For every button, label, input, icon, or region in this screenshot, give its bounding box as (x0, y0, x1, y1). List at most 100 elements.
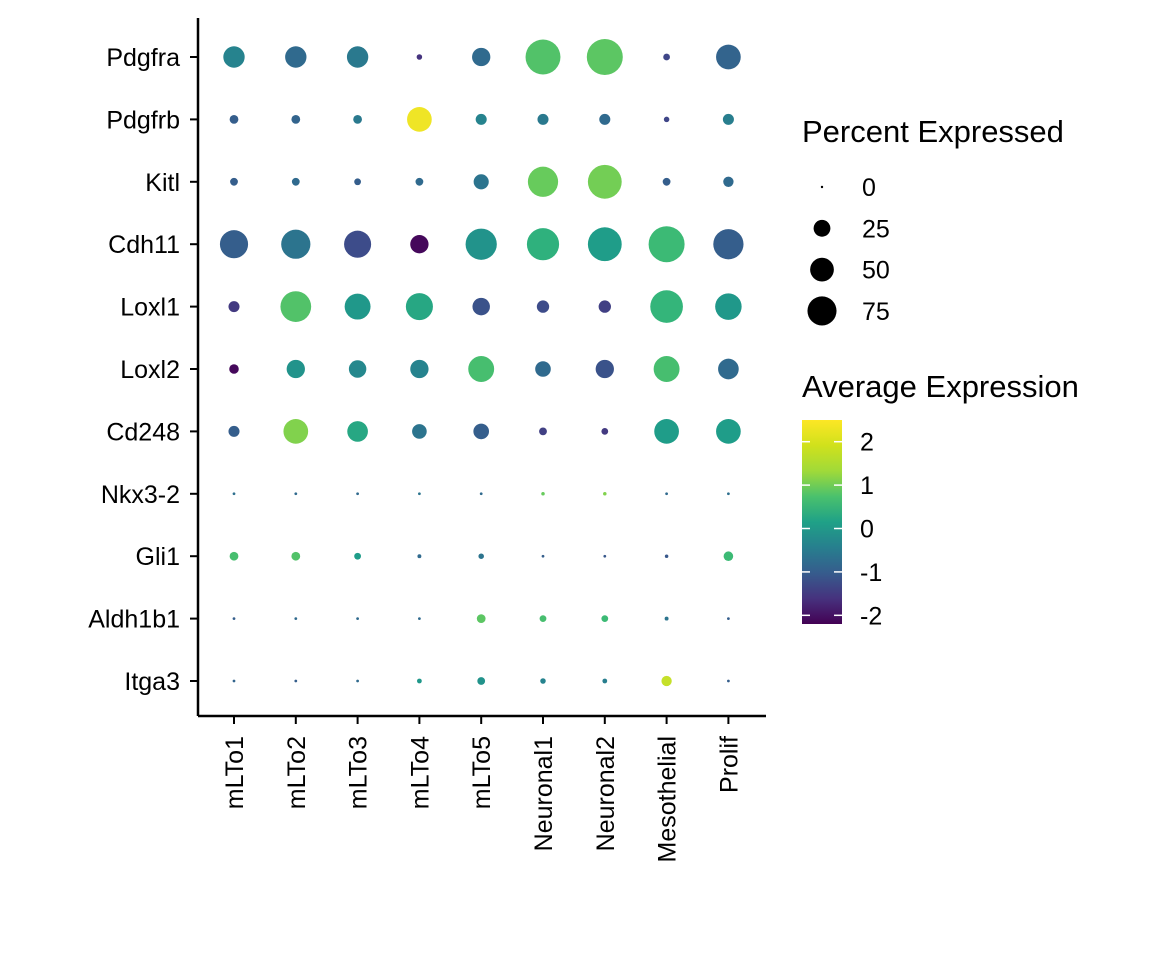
size-legend-label: 25 (862, 215, 890, 243)
x-tick-label: Neuronal1 (530, 736, 558, 851)
dot-Cdh11-Neuronal1 (526, 228, 560, 261)
dot-Cd248-mLTo1 (228, 425, 240, 437)
dot-Pdgfrb-Mesothelial (663, 116, 670, 123)
dot-Itga3-Neuronal1 (540, 678, 546, 684)
size-legend-key (810, 257, 834, 282)
size-legend: Percent Expressed 0 25 50 75 (802, 114, 1064, 326)
size-legend-key (813, 219, 831, 237)
x-tick-label: mLTo2 (283, 736, 311, 809)
dot-Aldh1b1-mLTo5 (476, 614, 486, 623)
dot-Loxl2-mLTo5 (468, 356, 495, 382)
dot-Pdgfra-Neuronal1 (525, 39, 561, 75)
dot-Itga3-Prolif (727, 679, 730, 683)
dot-Aldh1b1-Prolif (727, 617, 730, 620)
dot-Itga3-mLTo3 (356, 679, 359, 683)
dot-Kitl-mLTo1 (230, 177, 238, 186)
dot-Aldh1b1-mLTo4 (418, 617, 421, 620)
dot-Aldh1b1-Neuronal2 (601, 615, 609, 622)
dot-Pdgfra-mLTo4 (416, 54, 423, 60)
y-tick-label: Gli1 (136, 543, 180, 571)
dot-Nkx3-2-Neuronal2 (603, 492, 607, 496)
x-tick-label: mLTo5 (468, 736, 496, 809)
dot-Loxl1-mLTo1 (228, 301, 240, 313)
dot-Pdgfrb-mLTo3 (353, 115, 362, 124)
size-legend-key (807, 296, 837, 326)
y-tick-label: Cd248 (106, 418, 180, 446)
dot-Nkx3-2-Prolif (727, 492, 730, 496)
y-tick-label: Itga3 (124, 668, 180, 696)
color-legend-label: 1 (860, 472, 874, 500)
y-tick-label: Aldh1b1 (88, 606, 180, 634)
dot-Pdgfra-Neuronal2 (586, 39, 623, 75)
dot-Cdh11-mLTo2 (281, 229, 311, 259)
dot-Loxl2-mLTo1 (229, 364, 239, 374)
dot-Aldh1b1-Mesothelial (664, 616, 669, 621)
dot-Loxl1-Neuronal1 (536, 300, 550, 313)
dot-Aldh1b1-Neuronal1 (539, 615, 547, 622)
dot-Aldh1b1-mLTo3 (356, 617, 359, 620)
y-tick-label: Pdgfra (106, 44, 180, 72)
dot-Gli1-mLTo2 (291, 551, 301, 561)
color-legend-label: -1 (860, 559, 882, 587)
dot-Cdh11-mLTo4 (410, 235, 429, 254)
dot-Cd248-mLTo4 (412, 424, 427, 439)
dot-Pdgfrb-Neuronal2 (599, 113, 611, 125)
dot-Nkx3-2-mLTo4 (418, 492, 421, 496)
dot-Nkx3-2-mLTo5 (479, 492, 483, 496)
dot-Kitl-Mesothelial (662, 177, 671, 186)
dot-Cd248-mLTo2 (283, 419, 309, 444)
x-tick-label: mLTo1 (221, 736, 249, 809)
dot-Loxl2-Prolif (718, 358, 739, 380)
color-legend-title: Average Expression (802, 369, 1079, 404)
dot-Pdgfrb-mLTo5 (475, 113, 487, 125)
dot-Cd248-Neuronal2 (601, 428, 609, 435)
x-axis-ticks: mLTo1 mLTo2 mLTo3 mLTo4 mLTo5 Neuronal1 Neuron… (221, 716, 743, 862)
dot-Pdgfra-Prolif (716, 44, 741, 70)
dot-Loxl2-Mesothelial (653, 356, 680, 382)
dot-Itga3-mLTo1 (232, 679, 236, 683)
dot-Cd248-mLTo5 (473, 423, 490, 440)
dot-Pdgfrb-mLTo4 (407, 107, 432, 132)
dot-Itga3-mLTo2 (294, 679, 298, 683)
dot-Itga3-mLTo5 (477, 677, 486, 685)
y-tick-label: Nkx3-2 (101, 481, 180, 509)
dot-marks (219, 39, 744, 687)
dot-Pdgfra-Mesothelial (663, 53, 670, 61)
y-tick-label: Pdgfrb (106, 106, 180, 134)
dot-Kitl-Neuronal1 (527, 166, 559, 197)
color-bar (802, 420, 842, 624)
dot-Pdgfra-mLTo5 (472, 47, 491, 67)
dot-Pdgfrb-Prolif (722, 113, 734, 125)
dot-Loxl2-mLTo3 (348, 360, 367, 378)
dot-Kitl-mLTo5 (473, 174, 489, 190)
dot-Loxl1-mLTo4 (405, 293, 433, 321)
color-legend-label: -2 (860, 602, 882, 630)
dot-Loxl2-Neuronal1 (535, 361, 551, 377)
dot-Kitl-mLTo2 (291, 177, 300, 186)
dot-Cdh11-mLTo1 (219, 230, 249, 259)
dot-Itga3-Neuronal2 (602, 678, 608, 684)
dot-Loxl2-Neuronal2 (595, 359, 614, 379)
dot-Loxl1-Neuronal2 (598, 300, 611, 313)
y-tick-label: Loxl1 (120, 294, 180, 322)
dot-Loxl1-Mesothelial (650, 290, 683, 323)
color-legend-label: 0 (860, 516, 874, 544)
dot-Nkx3-2-Neuronal1 (541, 492, 545, 496)
dot-Pdgfrb-mLTo1 (229, 115, 239, 124)
dot-Kitl-Neuronal2 (587, 164, 622, 199)
x-tick-label: Prolif (715, 736, 743, 793)
dot-Aldh1b1-mLTo2 (294, 617, 298, 620)
color-legend-label: 2 (860, 429, 874, 457)
dot-Cd248-Prolif (716, 419, 741, 444)
dot-Gli1-mLTo3 (354, 552, 361, 560)
dot-Aldh1b1-mLTo1 (232, 617, 236, 620)
dot-Loxl2-mLTo2 (286, 359, 305, 379)
size-legend-title: Percent Expressed (802, 114, 1064, 149)
dot-Loxl1-mLTo2 (280, 291, 312, 322)
dot-Kitl-Prolif (723, 176, 734, 187)
dot-Pdgfra-mLTo1 (223, 46, 245, 68)
dot-Itga3-Mesothelial (661, 675, 672, 687)
dot-Cdh11-Prolif (713, 229, 744, 260)
dot-Pdgfra-mLTo3 (346, 46, 369, 68)
dot-Cdh11-mLTo3 (344, 230, 372, 258)
